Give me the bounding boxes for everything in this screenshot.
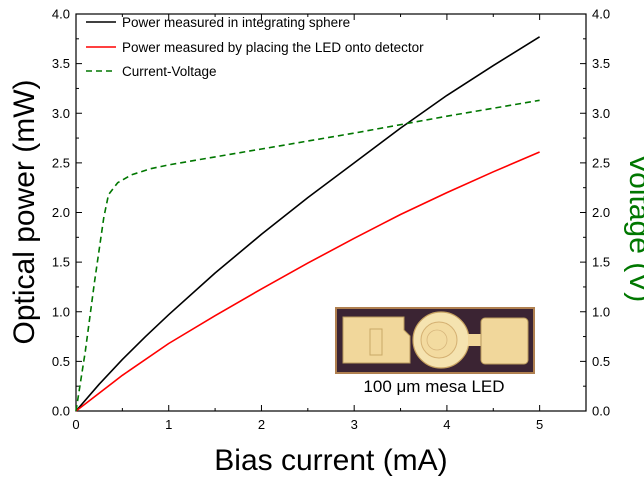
y-tick-label: 0.0 <box>52 404 70 419</box>
y-tick-label: 1.0 <box>52 304 70 319</box>
y2-tick-label: 2.0 <box>592 205 610 220</box>
series-group <box>75 36 541 412</box>
x-tick-label: 1 <box>165 417 172 432</box>
inset-led-micrograph: 100 μm mesa LED <box>335 307 535 396</box>
y2-axis-title: Voltage (V) <box>623 154 644 302</box>
y2-tick-label: 3.5 <box>592 56 610 71</box>
y-tick-label: 2.5 <box>52 155 70 170</box>
tick-label-group: 0 1 2 3 4 5 0.0 0.5 1.0 1.5 2.0 2.5 3.0 3.5 4.0 0.0 0.5 1… <box>52 7 610 433</box>
inset-mesa-inner <box>420 321 458 359</box>
legend: Power measured in integrating sphere Pow… <box>86 15 424 79</box>
inset-bridge <box>468 334 482 346</box>
legend-label-0: Power measured in integrating sphere <box>122 15 350 30</box>
y-tick-label: 3.0 <box>52 106 70 121</box>
inset-mesa-core <box>426 329 448 351</box>
y2-tick-label: 3.0 <box>592 106 610 121</box>
x-axis-title: Bias current (mA) <box>214 444 447 477</box>
y-tick-label: 1.5 <box>52 255 70 270</box>
y-axis-title: Optical power (mW) <box>8 79 41 344</box>
series-line-1 <box>75 151 540 412</box>
y2-tick-label: 1.0 <box>592 304 610 319</box>
y2-tick-label: 4.0 <box>592 7 610 22</box>
legend-label-1: Power measured by placing the LED onto d… <box>122 40 424 55</box>
y2-tick-label: 0.5 <box>592 354 610 369</box>
inset-left-pad-window <box>369 328 383 356</box>
y2-tick-label: 0.0 <box>592 404 610 419</box>
x-tick-label: 4 <box>443 417 450 432</box>
y-tick-label: 3.5 <box>52 56 70 71</box>
x-tick-label: 0 <box>72 417 79 432</box>
x-tick-label: 5 <box>536 417 543 432</box>
x-tick-label: 2 <box>258 417 265 432</box>
inset-caption: 100 μm mesa LED <box>363 377 504 396</box>
series-line-2 <box>75 99 540 412</box>
y-tick-label: 0.5 <box>52 354 70 369</box>
y-tick-label: 4.0 <box>52 7 70 22</box>
tick-group <box>75 13 586 412</box>
inset-left-pad <box>342 316 411 364</box>
legend-label-2: Current-Voltage <box>122 64 217 79</box>
y-tick-label: 2.0 <box>52 205 70 220</box>
y2-tick-label: 2.5 <box>592 155 610 170</box>
y2-tick-label: 1.5 <box>592 255 610 270</box>
inset-right-pad <box>480 317 529 365</box>
x-tick-label: 3 <box>351 417 358 432</box>
series-line-0 <box>75 36 541 412</box>
